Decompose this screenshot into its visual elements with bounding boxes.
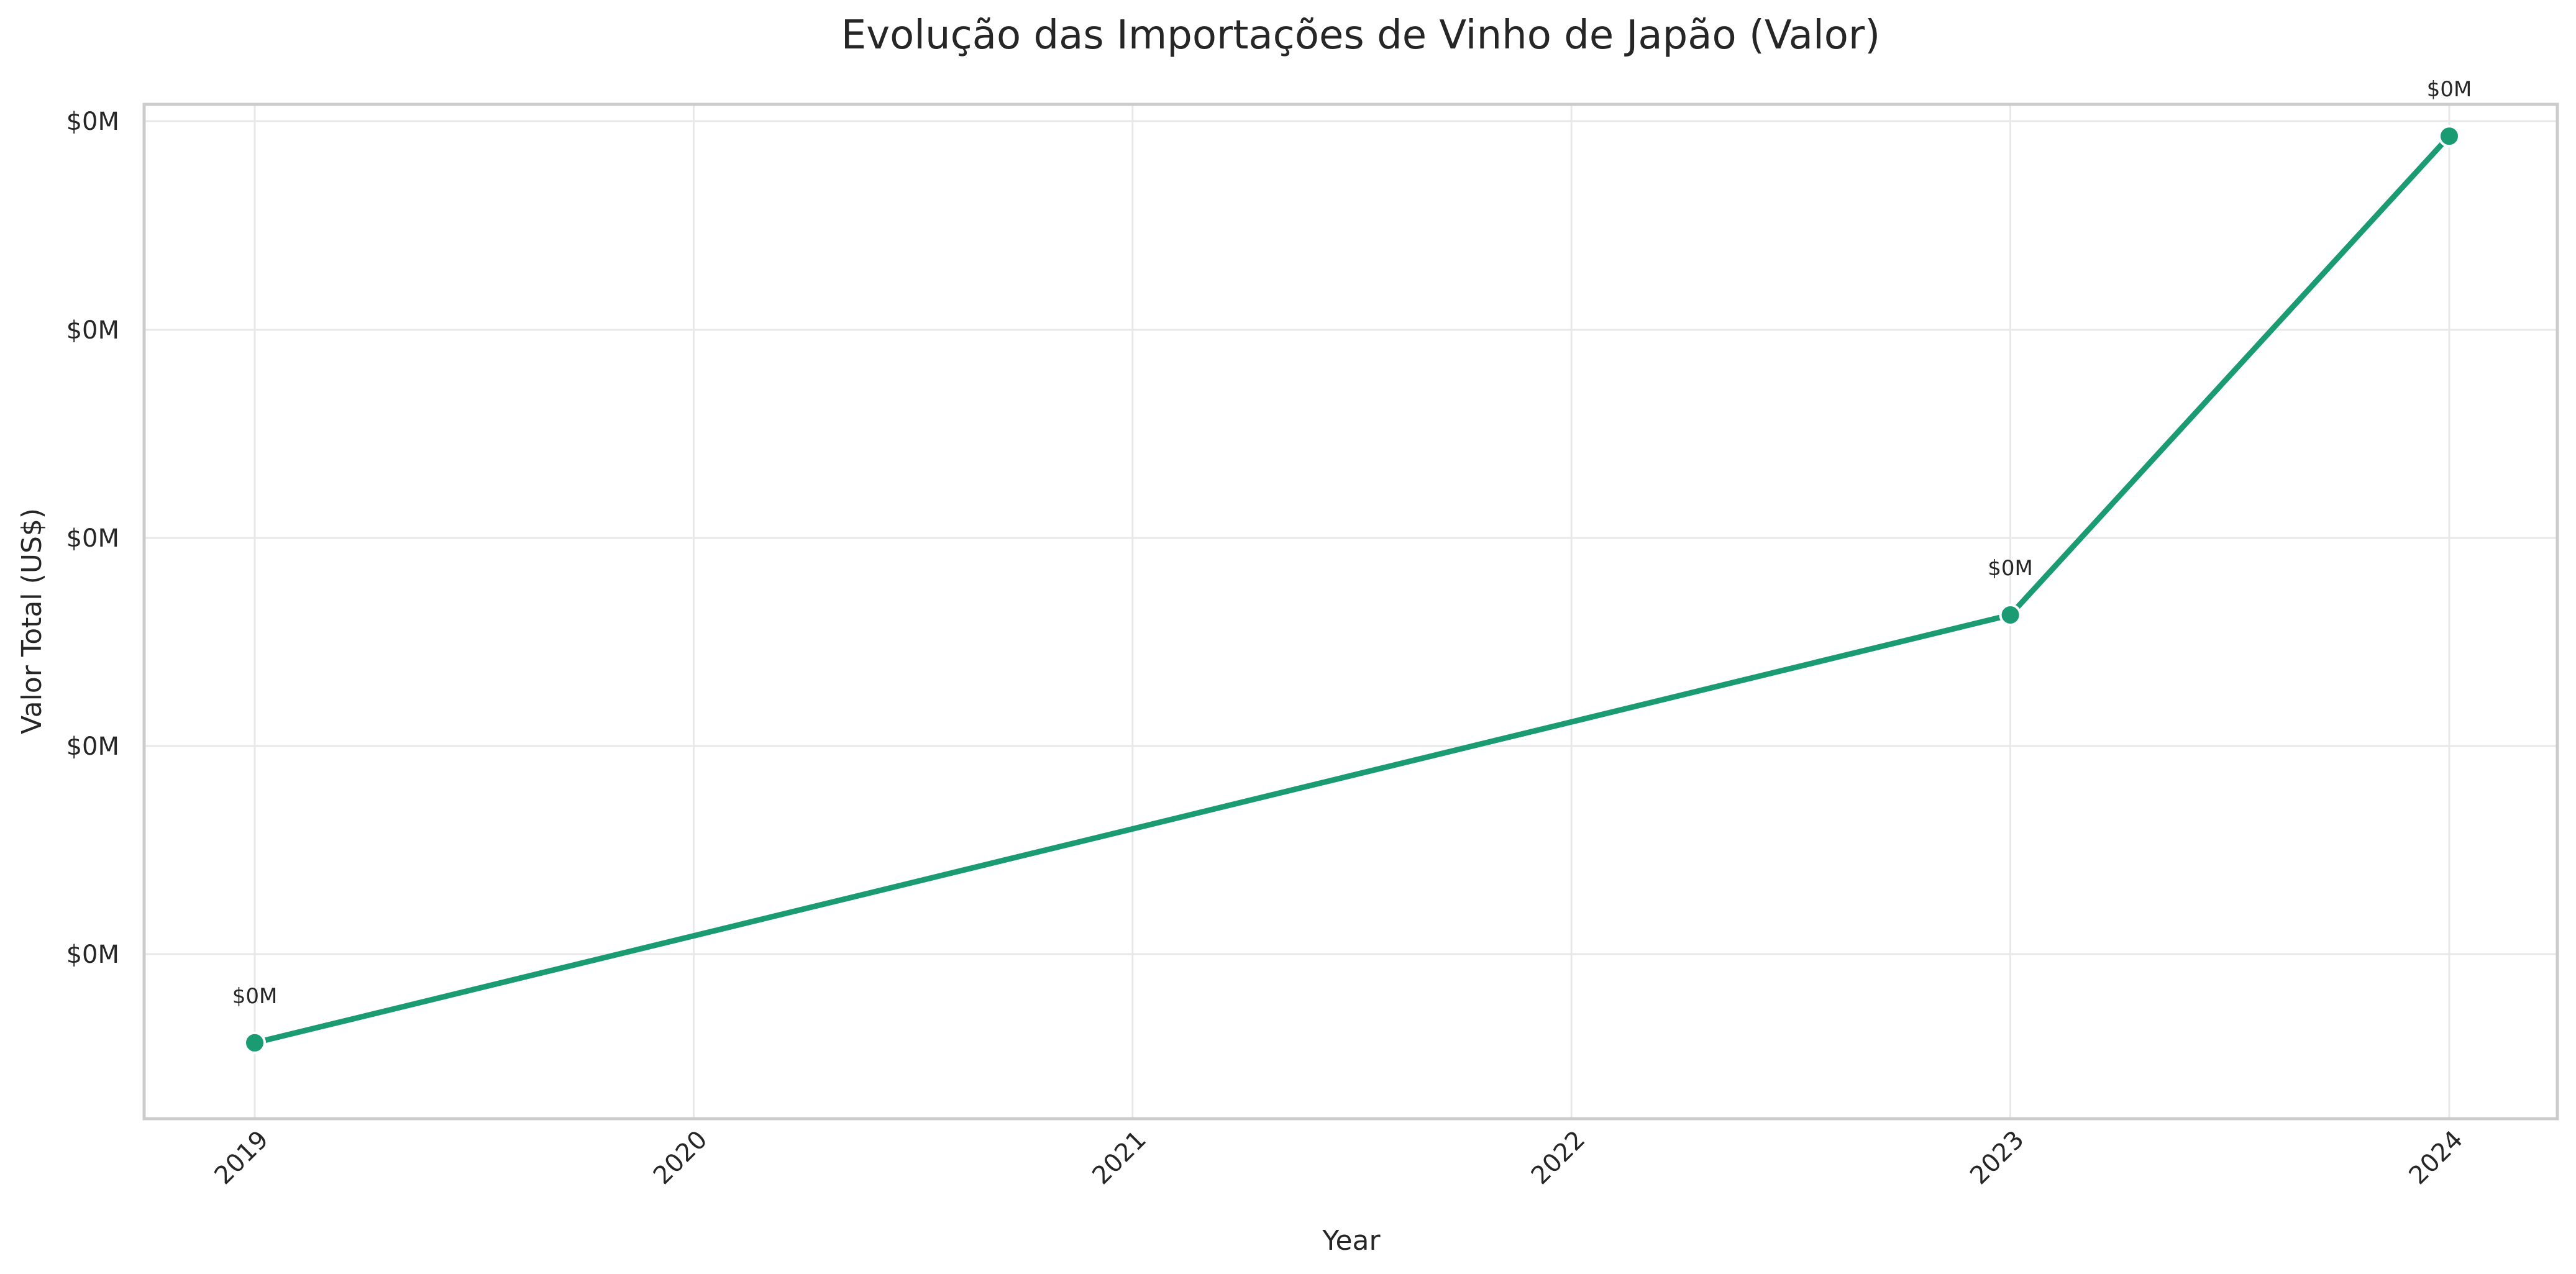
y-tick-label: $0M	[66, 940, 119, 969]
data-label: $0M	[2427, 77, 2472, 102]
data-label: $0M	[232, 984, 278, 1009]
y-tick-label: $0M	[66, 107, 119, 136]
chart-title: Evolução das Importações de Vinho de Jap…	[841, 12, 1880, 58]
series-line: $0M $0M $0M	[232, 77, 2472, 1054]
data-label: $0M	[1988, 556, 2033, 581]
x-tick-label: 2019	[209, 1126, 275, 1191]
x-axis-ticks: 2019 2020 2021 2022 2023 2024	[209, 1126, 2469, 1191]
data-point	[244, 1031, 266, 1054]
grid	[144, 104, 2557, 1119]
y-tick-label: $0M	[66, 732, 119, 761]
data-point	[1999, 604, 2022, 626]
x-tick-label: 2020	[648, 1126, 713, 1191]
series-path	[253, 134, 2452, 1046]
x-tick-label: 2021	[1087, 1126, 1152, 1191]
y-tick-label: $0M	[66, 524, 119, 553]
x-tick-label: 2022	[1526, 1126, 1591, 1191]
data-point	[2438, 125, 2460, 148]
y-axis-ticks: $0M $0M $0M $0M $0M	[66, 107, 119, 969]
x-tick-label: 2024	[2404, 1126, 2469, 1191]
y-axis-label: Valor Total (US$)	[16, 508, 48, 734]
y-tick-label: $0M	[66, 316, 119, 345]
x-tick-label: 2023	[1965, 1126, 2030, 1191]
x-axis-label: Year	[1322, 1225, 1381, 1257]
plot-frame	[142, 102, 2559, 1121]
